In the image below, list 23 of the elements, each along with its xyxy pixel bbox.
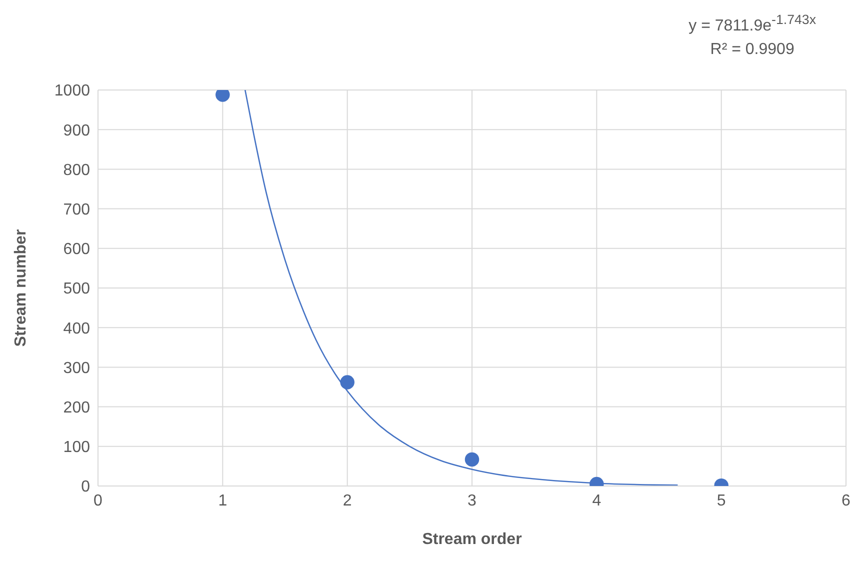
y-tick-label: 100 [63, 439, 90, 456]
y-tick-label: 400 [63, 320, 90, 338]
y-tick-label: 600 [63, 241, 90, 258]
x-axis-title: Stream order [422, 531, 522, 548]
x-tick-label: 4 [592, 492, 602, 510]
text: R² = 0.9909 [709, 40, 796, 60]
x-tick-label: 6 [842, 492, 851, 510]
y-tick-label: 700 [63, 201, 90, 218]
y-axis-title: Stream number [12, 229, 30, 347]
y-tick-label: 1000 [54, 82, 90, 100]
y-tick-label: 0 [81, 478, 90, 496]
y-tick-label: 200 [63, 399, 90, 416]
line-series [244, 90, 678, 486]
y-tick-label: 500 [63, 280, 90, 298]
x-tick-label: 5 [716, 492, 726, 510]
text: y = 7811.9e$^{-1.743x}$ [688, 11, 816, 36]
x-tick-label: 2 [342, 492, 352, 510]
y-tick-label: 900 [63, 122, 90, 140]
y-tick-label: 300 [63, 360, 90, 377]
x-tick-label: 3 [468, 492, 477, 510]
y-tick-label: 800 [63, 162, 90, 179]
x-tick-label: 0 [94, 492, 103, 510]
x-tick-label: 1 [218, 492, 228, 510]
